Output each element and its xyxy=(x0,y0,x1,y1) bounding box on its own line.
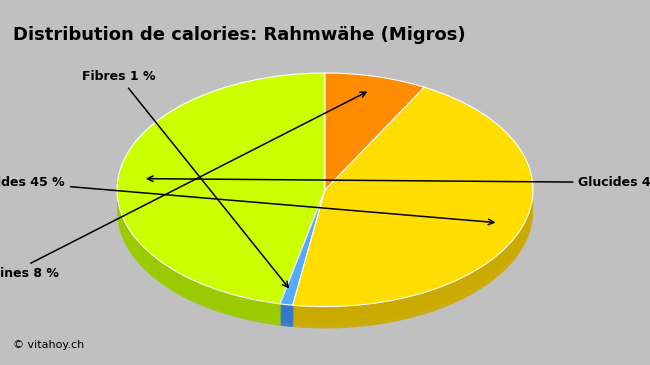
Wedge shape xyxy=(280,205,325,321)
Wedge shape xyxy=(325,76,424,193)
Wedge shape xyxy=(117,76,325,307)
Wedge shape xyxy=(117,89,325,319)
Wedge shape xyxy=(325,89,424,205)
Wedge shape xyxy=(117,82,325,313)
Wedge shape xyxy=(325,79,424,196)
Wedge shape xyxy=(325,73,424,190)
Wedge shape xyxy=(117,85,325,316)
Text: Fibres 1 %: Fibres 1 % xyxy=(83,70,288,287)
Wedge shape xyxy=(292,100,533,319)
Wedge shape xyxy=(280,190,325,305)
Wedge shape xyxy=(292,109,533,328)
Wedge shape xyxy=(280,208,325,324)
Wedge shape xyxy=(292,90,533,310)
Wedge shape xyxy=(325,73,424,190)
Wedge shape xyxy=(280,199,325,315)
Text: Distribution de calories: Rahmwähe (Migros): Distribution de calories: Rahmwähe (Migr… xyxy=(13,26,465,43)
Wedge shape xyxy=(117,73,325,304)
Wedge shape xyxy=(325,85,424,202)
Wedge shape xyxy=(325,92,424,208)
Wedge shape xyxy=(292,103,533,322)
Wedge shape xyxy=(292,93,533,313)
Wedge shape xyxy=(117,95,325,326)
Wedge shape xyxy=(292,87,533,307)
Wedge shape xyxy=(325,95,424,212)
Wedge shape xyxy=(280,193,325,308)
Wedge shape xyxy=(292,106,533,325)
Text: Glucides 47 %: Glucides 47 % xyxy=(148,176,650,189)
Wedge shape xyxy=(280,202,325,318)
Wedge shape xyxy=(292,87,533,307)
Text: Protéines 8 %: Protéines 8 % xyxy=(0,92,366,280)
Wedge shape xyxy=(280,196,325,311)
Wedge shape xyxy=(117,73,325,304)
Wedge shape xyxy=(280,212,325,327)
Wedge shape xyxy=(117,92,325,323)
Wedge shape xyxy=(280,190,325,305)
Wedge shape xyxy=(292,97,533,316)
Text: Lipides 45 %: Lipides 45 % xyxy=(0,176,494,225)
Wedge shape xyxy=(325,82,424,199)
Text: © vitahoy.ch: © vitahoy.ch xyxy=(13,341,84,350)
Wedge shape xyxy=(117,79,325,310)
